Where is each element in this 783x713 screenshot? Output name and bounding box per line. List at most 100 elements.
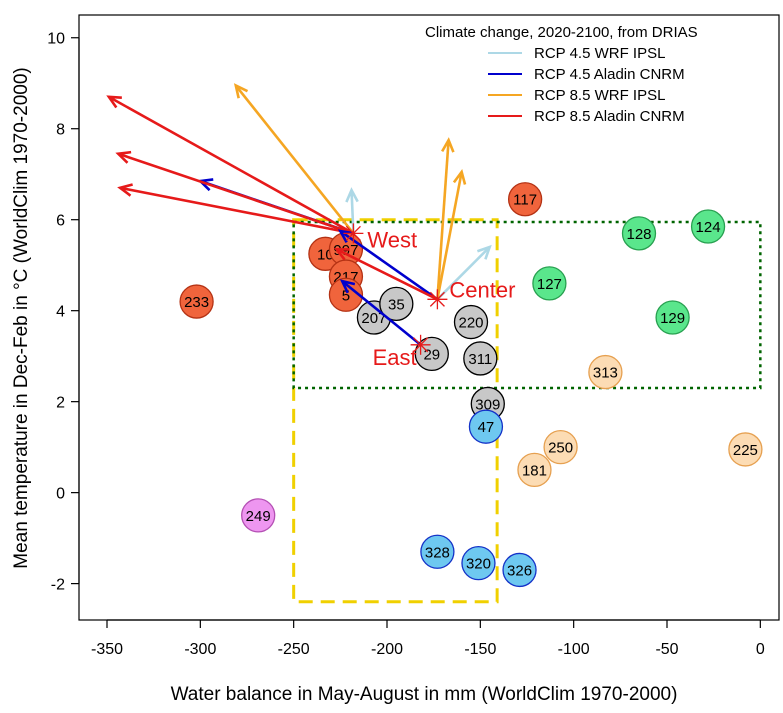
site-point: 129 [655,300,690,335]
point-marker [517,452,552,488]
site-point: 250 [543,429,578,465]
point-marker [463,341,498,376]
site-point: 124 [690,209,726,244]
arrow-shaft [119,186,354,235]
y-tick-label: 8 [56,122,65,139]
point-label: 47 [478,419,495,436]
point-marker [655,300,690,335]
legend-label: RCP 8.5 Aladin CNRM [534,108,685,125]
point-label: 207 [361,310,386,327]
x-tick-label: -250 [278,641,310,658]
x-tick-label: -200 [371,641,403,658]
point-label: 129 [660,310,685,327]
arrow-shaft [339,230,439,301]
arrow-shaft [436,140,450,300]
point-label: 117 [513,192,537,209]
point-marker [532,266,567,301]
point-label: 181 [522,462,547,479]
arrow-head [452,169,467,185]
arrow-head [117,183,133,197]
climate-arrow [117,183,354,235]
site-point: 225 [728,432,763,467]
site-point: 5 [328,277,364,312]
point-marker [328,277,364,312]
site-point: 29 [414,336,449,372]
climate-arrow [436,137,455,300]
point-marker [690,209,726,244]
legend-entry: RCP 8.5 Aladin CNRM [488,108,685,125]
site-star [343,223,364,244]
point-marker [588,354,623,390]
point-label: 127 [537,276,562,293]
climate-arrow [106,95,355,235]
site-point: 127 [532,266,567,301]
climate-arrow [337,229,439,301]
point-label: 220 [458,315,483,332]
point-label: 249 [246,508,271,525]
yellow-dashed-box [292,218,499,604]
point-marker [453,304,489,340]
arrow-shaft [336,248,438,301]
point-label: 328 [425,544,450,561]
star-stroke [429,291,445,307]
point-marker [241,498,276,533]
point-label: 29 [423,346,440,363]
point-marker [543,429,578,465]
point-label: 313 [593,365,618,382]
site-point: 128 [621,216,657,251]
y-tick-label: 4 [56,304,65,321]
x-axis-title: Water balance in May-August in mm (World… [171,684,678,705]
point-marker [179,284,214,319]
point-label: 128 [626,226,651,243]
point-marker [468,409,504,444]
x-tick-label: 0 [756,641,765,658]
site-point: 249 [241,498,276,533]
arrow-head [106,95,122,109]
star-stroke [345,225,361,241]
climate-arrow [333,247,438,301]
point-label: 320 [466,556,491,573]
point-label: 250 [548,440,573,457]
legend-entry: RCP 4.5 WRF IPSL [488,45,665,62]
climate-arrow [115,150,354,235]
point-label: 124 [696,219,721,236]
site-point: 311 [463,341,498,376]
point-marker [414,336,449,372]
x-axis: -350 -300 -250 -200 -150 -100 -50 0 [91,619,765,658]
point-marker [420,534,455,569]
site-point: 326 [502,552,537,588]
site-label: East [373,345,417,370]
x-tick-label: -100 [558,641,590,658]
arrow-head [476,244,492,260]
green-dotted-box [292,220,762,390]
x-tick-label: -150 [464,641,496,658]
site-point: 233 [179,284,214,319]
point-label: 309 [475,396,500,413]
legend-title: Climate change, 2020-2100, from DRIAS [425,24,698,41]
y-tick-label: 2 [56,395,65,412]
site-point: 328 [420,534,455,569]
arrow-head [333,247,350,261]
y-tick-label: 6 [56,213,65,230]
climate-arrow [436,169,467,300]
regions-layer [292,218,762,604]
point-marker [507,182,543,217]
arrow-head [345,187,359,203]
arrow-shaft [436,246,491,301]
y-tick-label: 0 [56,486,65,503]
site-star [410,334,431,355]
arrow-shaft [117,152,354,235]
site-point: 220 [453,304,489,340]
y-axis-title: Mean temperature in Dec-Feb in °C (World… [11,67,32,568]
arrows-layer [106,83,492,346]
site-point: 320 [461,545,496,581]
arrow-head [441,137,455,153]
x-tick-label: -350 [91,641,123,658]
sites-layer: West Center East [343,223,515,370]
site-point: 35 [379,286,414,322]
point-marker [461,545,496,581]
arrow-head [339,279,356,294]
site-point: 117 [507,182,543,217]
point-marker [728,432,763,467]
